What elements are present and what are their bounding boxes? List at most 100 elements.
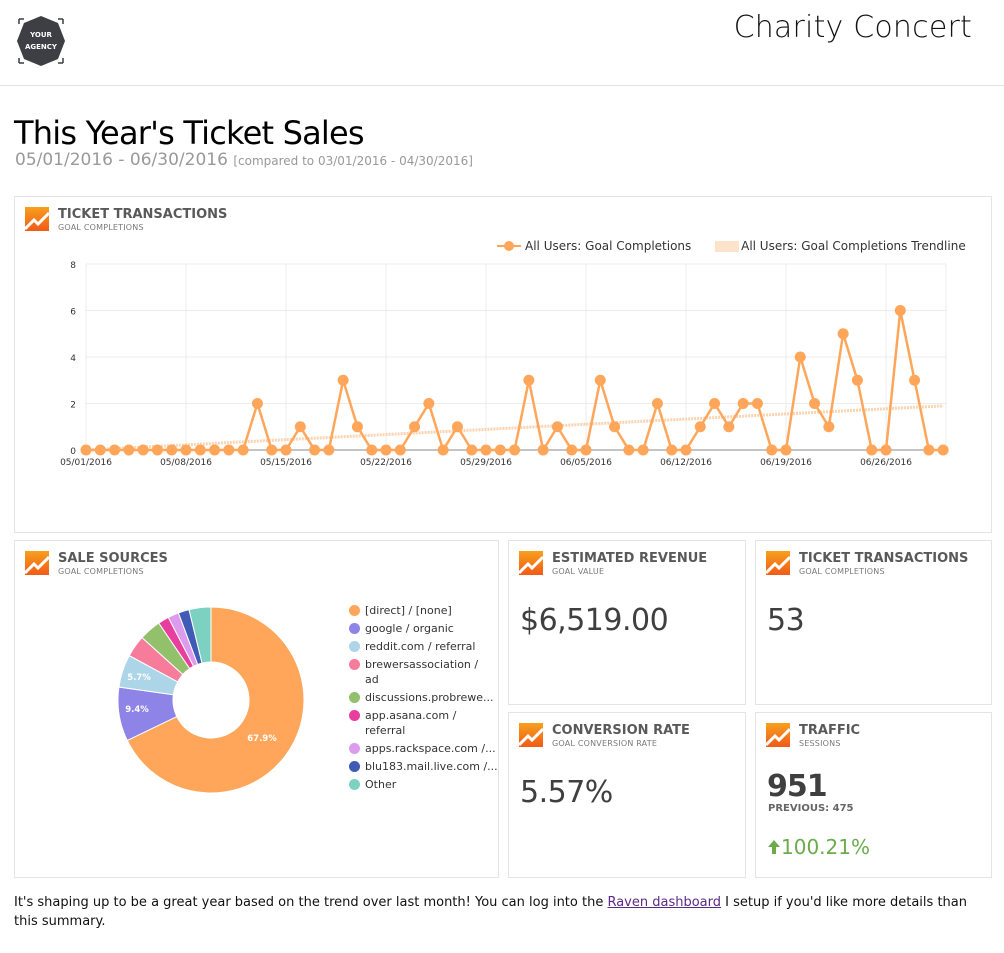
- pie-slice: [188, 606, 212, 664]
- data-point: [151, 444, 163, 456]
- card-title: SALE SOURCES: [58, 551, 168, 566]
- data-point: [566, 444, 578, 456]
- traffic-value: 951: [767, 769, 828, 804]
- card-subtitle: GOAL COMPLETIONS: [58, 223, 144, 232]
- data-point: [737, 398, 749, 409]
- data-point: [723, 421, 735, 433]
- ticket-transactions-card: TICKET TRANSACTIONS GOAL COMPLETIONS 53: [755, 540, 992, 705]
- sale-sources-donut-chart[interactable]: 67.9% 9.4% 5.7%: [15, 541, 345, 879]
- data-point: [494, 444, 506, 456]
- data-point: [394, 444, 406, 456]
- data-point: [451, 421, 463, 433]
- legend-item-goal-completions[interactable]: All Users: Goal Completions: [497, 239, 695, 253]
- data-point: [223, 444, 235, 456]
- data-point: [680, 444, 692, 456]
- google-analytics-icon: [766, 723, 790, 747]
- y-tick-label: 2: [70, 401, 76, 411]
- svg-text:YOUR: YOUR: [29, 31, 52, 39]
- data-point: [923, 444, 935, 456]
- data-point: [294, 421, 306, 433]
- card-title: ESTIMATED REVENUE: [552, 551, 708, 566]
- data-point: [509, 444, 521, 456]
- data-point: [194, 444, 206, 456]
- data-point: [780, 444, 792, 456]
- x-tick-label: 06/12/2016: [660, 458, 712, 468]
- x-tick-label: 05/29/2016: [460, 458, 512, 468]
- card-subtitle: GOAL COMPLETIONS: [799, 567, 885, 576]
- card-title: TRAFFIC: [799, 723, 861, 738]
- data-point: [794, 351, 806, 363]
- trendline-swatch-icon: [715, 241, 740, 252]
- y-tick-label: 6: [70, 308, 76, 318]
- data-point: [123, 444, 135, 456]
- traffic-change: 100.21%: [767, 835, 870, 859]
- data-point: [894, 305, 906, 316]
- data-point: [709, 398, 721, 409]
- data-point: [137, 444, 149, 456]
- estimated-revenue-card: ESTIMATED REVENUE GOAL VALUE $6,519.00: [508, 540, 746, 705]
- legend-item-trendline[interactable]: All Users: Goal Completions Trendline: [711, 239, 966, 253]
- data-point: [609, 421, 621, 433]
- x-tick-label: 06/19/2016: [760, 458, 812, 468]
- legend-dot-icon: [349, 623, 360, 634]
- legend-dot-icon: [349, 743, 360, 754]
- legend-dot-icon: [349, 779, 360, 790]
- legend-item[interactable]: blu183.mail.live.com /...: [349, 759, 499, 774]
- line-marker-icon: [497, 241, 521, 251]
- google-analytics-icon: [25, 207, 49, 231]
- legend-item[interactable]: app.asana.com / referral: [349, 708, 469, 738]
- date-range: 05/01/2016 - 06/30/2016 [compared to 03/…: [15, 150, 473, 170]
- sale-sources-card: SALE SOURCES GOAL COMPLETIONS 67.9% 9.4% 5…: [14, 540, 499, 878]
- legend-item[interactable]: apps.rackspace.com /...: [349, 741, 499, 756]
- data-point: [266, 444, 278, 456]
- data-point: [837, 328, 849, 340]
- data-point: [580, 444, 592, 456]
- conversion-rate-card: CONVERSION RATE GOAL CONVERSION RATE 5.5…: [508, 712, 746, 878]
- legend-item[interactable]: Other: [349, 777, 499, 792]
- date-range-value: 05/01/2016 - 06/30/2016: [15, 150, 228, 170]
- page-title: This Year's Ticket Sales: [14, 114, 365, 152]
- data-point: [337, 374, 349, 386]
- legend-item[interactable]: brewersassociation / ad: [349, 657, 484, 687]
- data-point: [751, 398, 763, 409]
- y-tick-label: 8: [70, 261, 76, 271]
- data-point: [866, 444, 878, 456]
- data-point: [351, 421, 363, 433]
- legend-item[interactable]: discussions.probrewe...: [349, 690, 499, 705]
- data-point: [594, 374, 606, 386]
- legend-item[interactable]: google / organic: [349, 621, 499, 636]
- data-point: [437, 444, 449, 456]
- data-point: [323, 444, 335, 456]
- legend-dot-icon: [349, 605, 360, 616]
- card-subtitle: SESSIONS: [799, 739, 841, 748]
- legend-item[interactable]: [direct] / [none]: [349, 603, 499, 618]
- slice-label: 67.9%: [247, 734, 277, 744]
- data-point: [280, 444, 292, 456]
- data-point: [209, 444, 221, 456]
- data-point: [251, 398, 263, 409]
- y-tick-label: 4: [70, 354, 76, 364]
- data-point: [180, 444, 192, 456]
- transactions-value: 53: [767, 603, 805, 638]
- report-header: YOUR AGENCY Charity Concert: [0, 0, 1004, 86]
- card-subtitle: GOAL VALUE: [552, 567, 605, 576]
- data-point: [694, 421, 706, 433]
- data-point: [651, 398, 663, 409]
- slice-label: 5.7%: [127, 673, 151, 683]
- data-point: [237, 444, 249, 456]
- x-tick-label: 05/22/2016: [360, 458, 412, 468]
- conversion-value: 5.57%: [520, 775, 613, 810]
- data-point: [480, 444, 492, 456]
- google-analytics-icon: [766, 551, 790, 575]
- data-point: [380, 444, 392, 456]
- traffic-card: TRAFFIC SESSIONS 951 PREVIOUS: 475 100.2…: [755, 712, 992, 878]
- revenue-value: $6,519.00: [520, 603, 669, 638]
- report-name: Charity Concert: [733, 10, 972, 45]
- x-tick-label: 06/05/2016: [560, 458, 612, 468]
- svg-text:AGENCY: AGENCY: [25, 43, 58, 51]
- card-title: CONVERSION RATE: [552, 723, 690, 738]
- legend-item[interactable]: reddit.com / referral: [349, 639, 499, 654]
- x-tick-label: 05/01/2016: [60, 458, 112, 468]
- ticket-transactions-line-chart[interactable]: 0 2 4 6 8 05/01/2016 05/08/2016 05/15/2016 05/22…: [15, 197, 993, 534]
- raven-dashboard-link[interactable]: Raven dashboard: [607, 895, 722, 910]
